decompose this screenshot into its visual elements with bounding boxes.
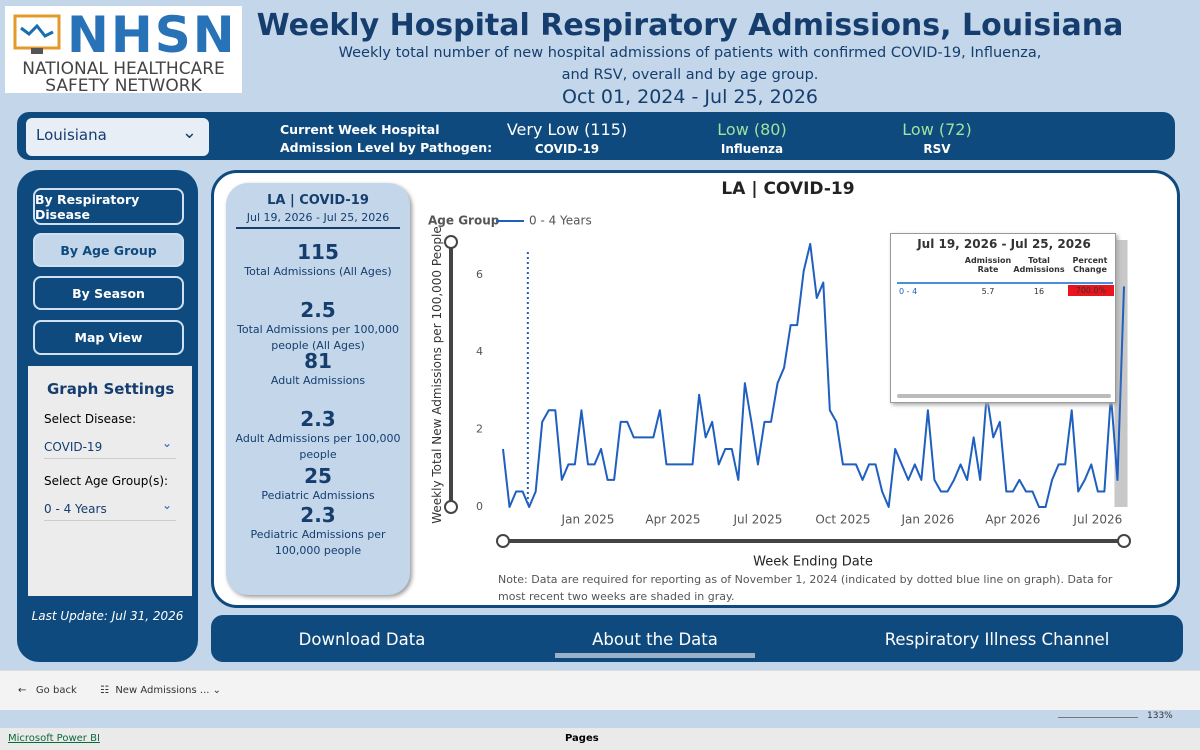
level-label-line: Admission Level by Pathogen: — [280, 140, 493, 155]
stat-label: Adult Admissions — [270, 374, 366, 387]
tooltip-column: Percent Change — [1072, 256, 1108, 274]
x-tick-label: Jul 2025 — [733, 513, 783, 527]
link[interactable]: Download Data — [298, 630, 426, 649]
age-dropdown[interactable]: 0 - 4 Years ⌄ — [44, 498, 176, 521]
tooltip-cell: 700.0% — [1068, 285, 1114, 296]
location: Louisiana — [36, 126, 107, 144]
stat-value: 2.5 — [300, 298, 336, 322]
level-label-line: Current Week Hospital — [280, 122, 440, 137]
stat-label: Pediatric Admissions per 100,000 people — [250, 528, 386, 557]
nav-button[interactable]: By Age Group — [33, 233, 184, 267]
age: 0 - 4 Years — [44, 502, 107, 516]
summary-title: LA | COVID-19 — [267, 193, 369, 208]
page-label: New Admissions ... — [115, 685, 210, 696]
y-axis-label: Weekly Total New Admissions per 100,000 … — [430, 226, 444, 524]
pathogen: Influenza — [720, 142, 784, 156]
x-tick-label: Jan 2025 — [561, 513, 615, 527]
disease-dropdown[interactable]: COVID-19 ⌄ — [44, 436, 176, 459]
app-footer: Microsoft Power BI Pages — [0, 728, 1200, 750]
x-tick-label: Jul 2026 — [1072, 513, 1122, 527]
disease: COVID-19 — [44, 440, 103, 454]
chart-title: LA | COVID-19 — [721, 179, 854, 199]
level-label: Current Week Hospital Admission Level by … — [280, 121, 492, 157]
chart-note: Note: Data are required for reporting as… — [498, 573, 1113, 603]
pathogen: COVID-19 — [534, 142, 600, 156]
tooltip-cell: 16 — [1033, 287, 1045, 296]
tooltip-column: Admission Rate — [964, 256, 1012, 274]
settings-label: Select Disease: — [44, 412, 137, 426]
x-axis-label: Week Ending Date — [753, 555, 873, 570]
stat-label: Pediatric Admissions — [261, 489, 375, 502]
y-tick-label: 2 — [476, 423, 483, 436]
tooltip-cell: 5.7 — [981, 287, 995, 296]
subtitle: Weekly total number of new hospital admi… — [338, 45, 1042, 61]
slider-handle[interactable] — [496, 534, 510, 548]
tooltip-column: Total Admissions — [1013, 256, 1065, 274]
last-update: Last Update: Jul 31, 2026 — [31, 609, 184, 623]
tooltip-scrollbar — [897, 394, 1111, 398]
stat-value: 81 — [304, 349, 332, 373]
stat-value: 115 — [297, 240, 339, 264]
page-tab[interactable]: ☷ New Admissions ... ⌄ — [100, 685, 221, 696]
settings-title: Graph Settings — [47, 380, 175, 398]
page-title: Weekly Hospital Respiratory Admissions, … — [256, 8, 1124, 43]
app-toolbar: ← Go back ☷ New Admissions ... ⌄ 133% — [0, 670, 1200, 721]
nav-button[interactable]: By Respiratory Disease — [33, 188, 184, 225]
back-button[interactable]: ← Go back — [18, 685, 77, 696]
link[interactable]: Respiratory Illness Channel — [884, 630, 1110, 649]
slider-handle[interactable] — [444, 235, 458, 249]
stat-value: 25 — [304, 464, 332, 488]
nav-button[interactable]: Map View — [33, 320, 184, 355]
stat-label: Total Admissions (All Ages) — [244, 265, 392, 278]
back-label: Go back — [35, 685, 77, 696]
y-tick-label: 6 — [476, 268, 483, 281]
y-tick-label: 0 — [476, 500, 483, 513]
stat-label: Adult Admissions per 100,000 people — [235, 432, 401, 461]
level: Very Low (115) — [506, 120, 628, 139]
subtitle: and RSV, overall and by age group. — [561, 67, 819, 83]
logo-icon — [13, 14, 61, 54]
chart: LA | COVID-19 Age Group Weekly Total New… — [428, 179, 1131, 570]
legend-label: 0 - 4 Years — [529, 214, 592, 228]
link[interactable]: About the Data — [555, 630, 755, 658]
legend-title: Age Group — [428, 214, 500, 228]
brand[interactable]: Microsoft Power BI — [8, 733, 100, 744]
tooltip-cell: 0 - 4 — [899, 287, 918, 296]
tooltip: Jul 19, 2026 - Jul 25, 2026 Admission Ra… — [890, 233, 1116, 403]
logo: NHSN NATIONAL HEALTHCARE SAFETY NETWORK — [5, 6, 242, 96]
line — [502, 242, 1125, 508]
logo-line: SAFETY NETWORK — [45, 76, 202, 96]
pathogen: RSV — [923, 142, 951, 156]
x-tick-label: Jan 2026 — [900, 513, 954, 527]
y-tick-label: 4 — [476, 345, 483, 358]
stat-label: Total Admissions per 100,000 people (All… — [237, 323, 399, 352]
x-tick-label: Apr 2025 — [645, 513, 700, 527]
tooltip-rule — [897, 282, 1113, 284]
nav-button[interactable]: By Season — [33, 276, 184, 310]
level: Low (72) — [902, 120, 972, 139]
zoom-slider[interactable] — [1058, 717, 1138, 718]
x-tick-label: Apr 2026 — [985, 513, 1040, 527]
summary-period: Jul 19, 2026 - Jul 25, 2026 — [236, 211, 400, 229]
date-range: Oct 01, 2024 - Jul 25, 2026 — [561, 86, 818, 108]
summary-card: LA | COVID-19 Jul 19, 2026 - Jul 25, 202… — [226, 183, 410, 595]
logo-line: NATIONAL HEALTHCARE — [22, 59, 225, 79]
settings-panel: Graph Settings Select Disease: COVID-19 ⌄… — [28, 366, 192, 596]
pages[interactable]: Pages — [565, 733, 599, 744]
location-dropdown[interactable]: Louisiana ⌄ — [26, 118, 209, 156]
slider-handle[interactable] — [1117, 534, 1131, 548]
x-tick-label: Oct 2025 — [815, 513, 870, 527]
tooltip-title: Jul 19, 2026 - Jul 25, 2026 — [917, 237, 1091, 251]
zoom: 133% — [1147, 711, 1173, 721]
logo-acronym: NHSN — [67, 6, 237, 64]
banner — [17, 112, 1175, 160]
settings-label: Select Age Group(s): — [44, 474, 169, 488]
stat-value: 2.3 — [300, 503, 336, 527]
level: Low (80) — [717, 120, 787, 139]
slider-handle[interactable] — [444, 500, 458, 514]
stat-value: 2.3 — [300, 407, 336, 431]
